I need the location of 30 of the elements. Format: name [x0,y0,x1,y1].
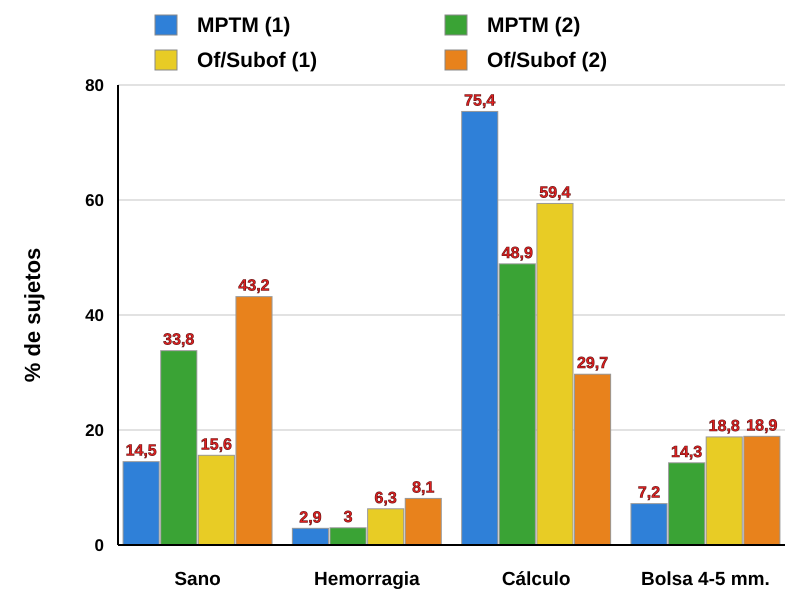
data-label: 48,9 [502,244,534,262]
data-label: 8,1 [412,479,435,496]
y-tick-label: 60 [85,190,104,210]
data-label: 14,3 [671,444,702,461]
data-label: 75,4 [464,92,496,110]
x-tick-label: Sano [174,569,221,590]
data-label: 18,9 [746,417,778,434]
x-tick-label: Bolsa 4-5 mm. [641,569,770,590]
x-tick-label: Hemorragia [314,569,420,590]
legend-label: MPTM (2) [487,14,580,37]
data-label: 15,6 [200,436,232,454]
y-tick-label: 0 [94,536,104,555]
data-label: 14,5 [126,442,157,460]
data-label: 43,2 [238,278,270,295]
data-label: 6,3 [374,490,397,507]
data-label: 2,9 [299,509,322,526]
y-tick-label: 40 [85,306,104,325]
legend-label: Of/Subof (2) [487,49,608,72]
data-label: 7,2 [638,484,660,502]
data-label: 33,8 [163,332,194,349]
data-label: 18,8 [708,418,740,435]
data-label: 29,7 [577,355,608,372]
legend-label: MPTM (1) [197,14,290,37]
legend-label: Of/Subof (1) [197,49,318,72]
data-label: 59,4 [539,184,571,202]
data-label: 3 [344,508,353,526]
y-axis-title: % de sujetos [20,248,45,382]
y-tick-label: 20 [85,420,104,440]
x-tick-label: Cálculo [502,569,570,590]
y-tick-label: 80 [85,76,104,95]
